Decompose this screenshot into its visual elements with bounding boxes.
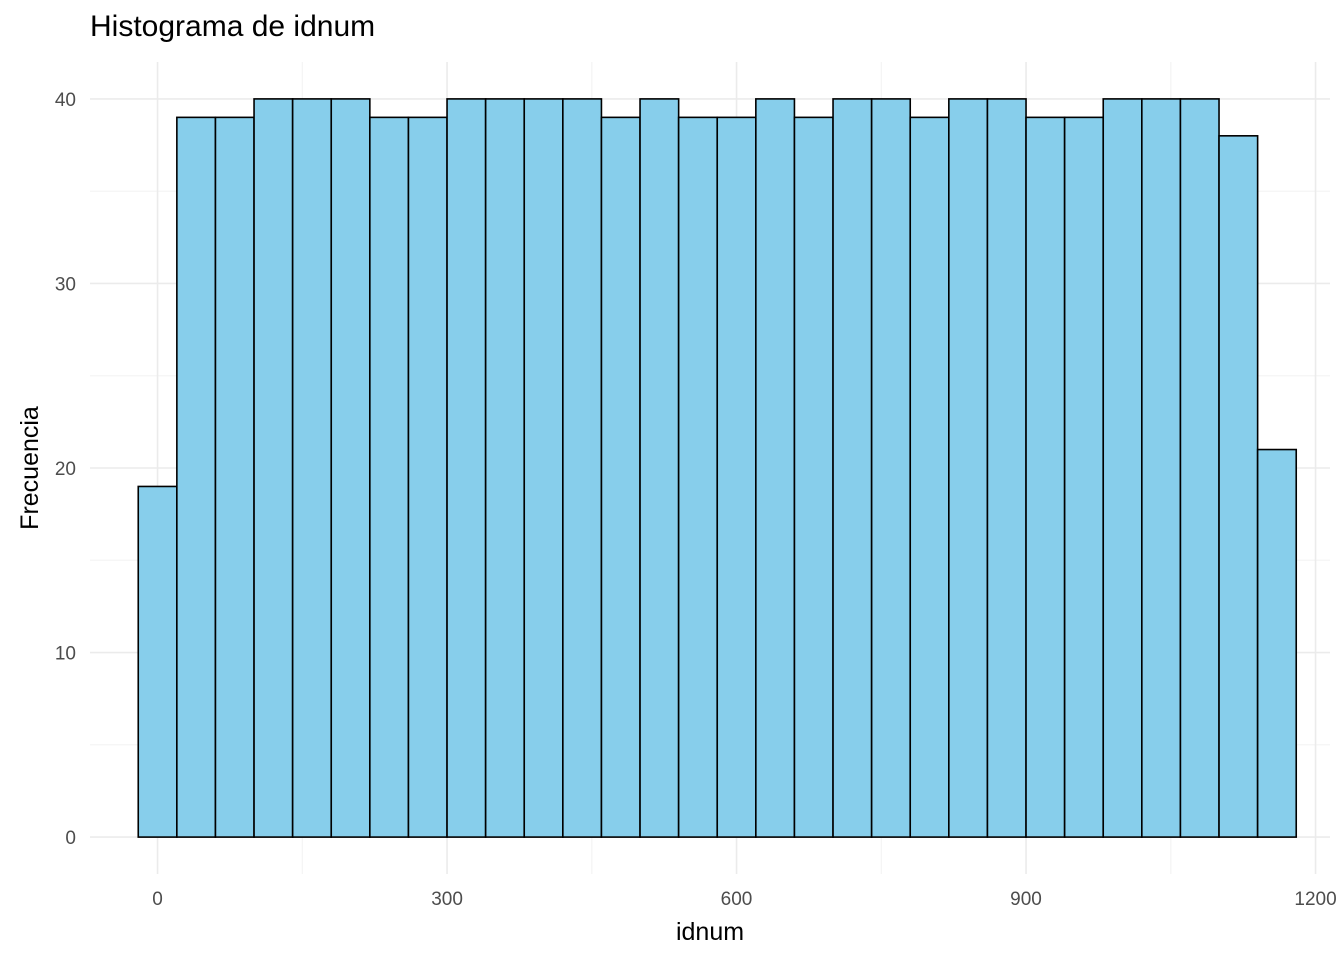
- histogram-bar: [1256, 448, 1298, 838]
- histogram-bar: [832, 98, 873, 838]
- y-tick-label: 0: [65, 828, 76, 849]
- x-tick-label: 1200: [1294, 889, 1336, 910]
- y-tick-label: 30: [55, 274, 76, 295]
- histogram-bar: [176, 116, 217, 838]
- histogram-bars: [137, 98, 1298, 838]
- y-axis-title: Frecuencia: [16, 406, 44, 530]
- histogram-bar: [330, 98, 371, 838]
- histogram-bar: [600, 116, 641, 838]
- histogram-bar: [253, 98, 294, 838]
- histogram-bar: [1102, 98, 1143, 838]
- x-tick-label: 300: [431, 889, 463, 910]
- y-tick-label: 10: [55, 644, 76, 665]
- x-tick-label: 900: [1010, 889, 1042, 910]
- x-axis-title: idnum: [676, 918, 744, 946]
- histogram-bar: [523, 98, 564, 838]
- histogram-bar: [407, 116, 448, 838]
- y-axis-tick-labels: 0 10 20 30 40: [55, 90, 76, 849]
- histogram-bar: [755, 98, 796, 838]
- y-tick-label: 20: [55, 459, 76, 480]
- histogram-bar: [639, 98, 680, 838]
- histogram-bar: [793, 116, 834, 838]
- chart-title: Histograma de idnum: [90, 10, 376, 43]
- x-tick-label: 600: [721, 889, 753, 910]
- histogram-bar: [214, 116, 255, 838]
- histogram-bar: [948, 98, 989, 838]
- histogram-bar: [1218, 135, 1259, 838]
- y-tick-label: 40: [55, 90, 76, 111]
- histogram-bar: [986, 98, 1027, 838]
- histogram-bar: [870, 98, 912, 838]
- histogram-bar: [446, 98, 487, 838]
- histogram-bar: [137, 485, 178, 838]
- histogram-bar: [1025, 116, 1066, 838]
- histogram-bar: [677, 116, 719, 838]
- histogram-bar: [369, 116, 410, 838]
- x-axis-tick-labels: 0 300 600 900 1200: [152, 889, 1336, 910]
- x-tick-label: 0: [152, 889, 163, 910]
- histogram-bar: [484, 98, 526, 838]
- histogram-bar: [716, 116, 757, 838]
- histogram-bar: [1141, 98, 1182, 838]
- histogram-bar: [909, 116, 950, 838]
- histogram-bar: [1179, 98, 1220, 838]
- histogram-bar: [1063, 116, 1105, 838]
- histogram-bar: [562, 98, 603, 838]
- histogram-bar: [291, 98, 333, 838]
